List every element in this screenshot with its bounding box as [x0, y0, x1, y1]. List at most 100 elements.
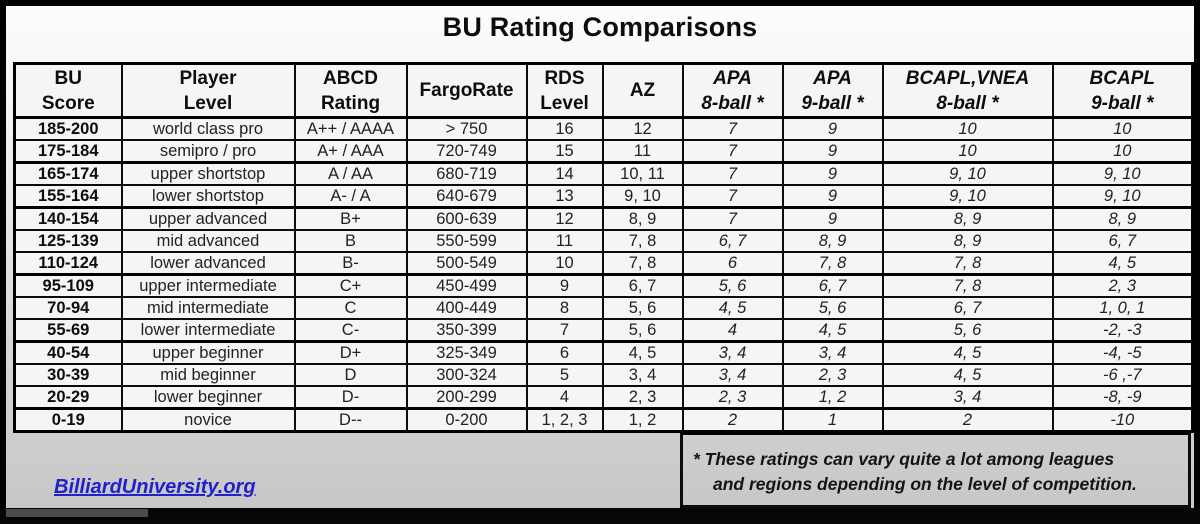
table-cell: mid advanced [120, 229, 296, 253]
table-cell: 10 [881, 116, 1054, 141]
table-cell: 3, 4 [601, 363, 684, 387]
table-cell: 8, 9 [881, 229, 1054, 253]
table-cell: 5, 6 [681, 273, 784, 298]
table-row: 40-54 upper beginner D+ 325-349 6 4, 5 3, 4 3, … [13, 340, 1194, 365]
table-cell: 400-449 [405, 296, 528, 320]
table-cell: 3, 4 [681, 363, 784, 387]
table-cell: 8 [525, 296, 604, 320]
table-cell: upper advanced [120, 206, 296, 231]
table-cell: 1, 0, 1 [1051, 296, 1194, 320]
table-cell: 3, 4 [781, 340, 884, 365]
table-cell: 4, 5 [1051, 251, 1194, 276]
table-cell: 4, 5 [601, 340, 684, 365]
column-header: AZ [601, 62, 684, 119]
table-cell: 95-109 [13, 273, 123, 298]
table-cell: lower beginner [120, 385, 296, 410]
table-row: 55-69 lower intermediate C- 350-399 7 5, 6 4 4,… [13, 318, 1194, 343]
table-cell: 4, 5 [681, 296, 784, 320]
table-cell: D-- [293, 407, 408, 433]
table-cell: 1 [781, 407, 884, 433]
table-cell: 325-349 [405, 340, 528, 365]
table-cell: 7, 8 [881, 273, 1054, 298]
table-cell: 9, 10 [881, 184, 1054, 209]
table-cell: 8, 9 [781, 229, 884, 253]
table-row: 125-139 mid advanced B 550-599 11 7, 8 6, 7 8, … [13, 229, 1194, 253]
table-cell: 7, 8 [601, 251, 684, 276]
table-cell: 12 [525, 206, 604, 231]
table-cell: 6, 7 [681, 229, 784, 253]
table-cell: A+ / AAA [293, 139, 408, 164]
table-cell: upper intermediate [120, 273, 296, 298]
table-cell: 12 [601, 116, 684, 141]
table-cell: lower shortstop [120, 184, 296, 209]
table-cell: 6, 7 [881, 296, 1054, 320]
table-cell: 4, 5 [881, 363, 1054, 387]
table-row: 175-184 semipro / pro A+ / AAA 720-749 15 11 7… [13, 139, 1194, 164]
table-cell: 10 [881, 139, 1054, 164]
table-cell: 5, 6 [881, 318, 1054, 343]
table-cell: novice [120, 407, 296, 433]
table-cell: 8, 9 [1051, 206, 1194, 231]
table-cell: 185-200 [13, 116, 123, 141]
table-cell: 7 [525, 318, 604, 343]
table-cell: 5, 6 [601, 296, 684, 320]
table-cell: 1, 2 [781, 385, 884, 410]
billiard-university-link[interactable]: BilliardUniversity.org [54, 476, 256, 498]
table-cell: A / AA [293, 161, 408, 186]
video-scrubber-bar[interactable] [0, 508, 1200, 524]
table-cell: 155-164 [13, 184, 123, 209]
table-cell: 6, 7 [1051, 229, 1194, 253]
table-cell: mid intermediate [120, 296, 296, 320]
table-cell: B+ [293, 206, 408, 231]
table-cell: > 750 [405, 116, 528, 141]
table-cell: D- [293, 385, 408, 410]
table-cell: 6, 7 [781, 273, 884, 298]
table-cell: 3, 4 [881, 385, 1054, 410]
table-cell: C+ [293, 273, 408, 298]
table-cell: D [293, 363, 408, 387]
column-header: BCAPL,VNEA 8-ball * [881, 62, 1054, 119]
table-cell: 9, 10 [601, 184, 684, 209]
page-title: BU Rating Comparisons [442, 12, 758, 42]
column-header: ABCD Rating [293, 62, 408, 119]
table-cell: 500-549 [405, 251, 528, 276]
table-cell: 11 [601, 139, 684, 164]
table-cell: B [293, 229, 408, 253]
table-row: 0-19 novice D-- 0-200 1, 2, 3 1, 2 2 1 2 -10 [13, 407, 1194, 433]
table-cell: -2, -3 [1051, 318, 1194, 343]
table-cell: upper shortstop [120, 161, 296, 186]
table-cell: D+ [293, 340, 408, 365]
table-cell: 2 [681, 407, 784, 433]
table-cell: 1, 2, 3 [525, 407, 604, 433]
table-cell: 2, 3 [601, 385, 684, 410]
table-cell: B- [293, 251, 408, 276]
table-cell: 7 [681, 206, 784, 231]
table-cell: 9, 10 [1051, 184, 1194, 209]
table-cell: 640-679 [405, 184, 528, 209]
table-cell: 110-124 [13, 251, 123, 276]
table-cell: 680-719 [405, 161, 528, 186]
table-body: 185-200 world class pro A++ / AAAA > 750 16 1… [13, 116, 1194, 433]
table-cell: 1, 2 [601, 407, 684, 433]
table-cell: 2, 3 [681, 385, 784, 410]
table-cell: 125-139 [13, 229, 123, 253]
table-cell: 9 [781, 184, 884, 209]
table-row: 165-174 upper shortstop A / AA 680-719 14 10,… [13, 161, 1194, 186]
table-cell: 10 [1051, 116, 1194, 141]
table-row: 30-39 mid beginner D 300-324 5 3, 4 3, 4 2, 3 4,… [13, 363, 1194, 387]
table-cell: 7, 8 [881, 251, 1054, 276]
table-row: 20-29 lower beginner D- 200-299 4 2, 3 2, 3 1, … [13, 385, 1194, 410]
table-cell: 0-200 [405, 407, 528, 433]
table-cell: 8, 9 [601, 206, 684, 231]
video-progress-segment [6, 509, 148, 517]
table-cell: lower intermediate [120, 318, 296, 343]
table-cell: 4, 5 [781, 318, 884, 343]
table-cell: 13 [525, 184, 604, 209]
table-cell: 9, 10 [1051, 161, 1194, 186]
table-cell: 0-19 [13, 407, 123, 433]
table-cell: 9 [525, 273, 604, 298]
table-cell: upper beginner [120, 340, 296, 365]
table-cell: 9 [781, 161, 884, 186]
table-cell: 10 [1051, 139, 1194, 164]
table-cell: 9 [781, 116, 884, 141]
